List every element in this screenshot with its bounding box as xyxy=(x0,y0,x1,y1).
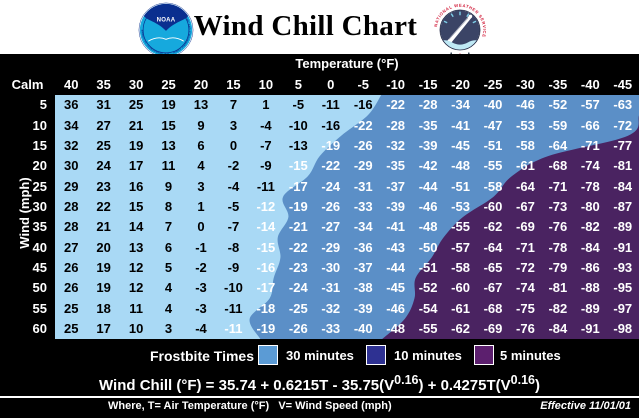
svg-text:NOAA: NOAA xyxy=(157,18,176,24)
